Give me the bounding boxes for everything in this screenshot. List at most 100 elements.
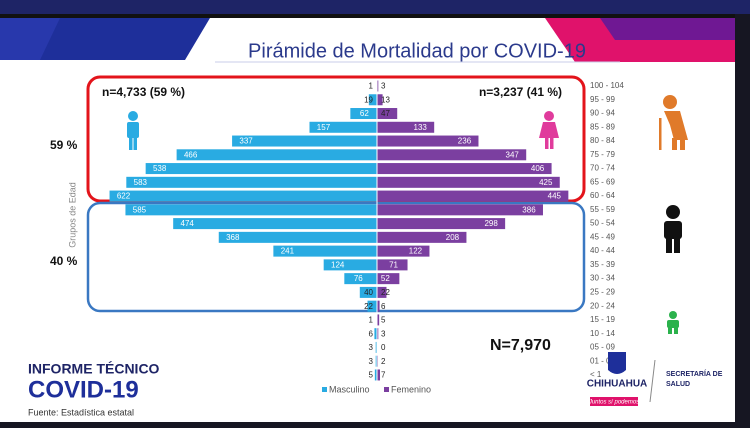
department: SALUD (666, 381, 690, 388)
data-label: 7 (381, 371, 386, 380)
report-title: INFORME TÉCNICO (28, 361, 160, 377)
right-frame (735, 14, 750, 428)
department: SECRETARÍA DE (666, 369, 723, 378)
data-label: 40 (364, 288, 373, 297)
y-tick-label: 50 - 54 (590, 219, 615, 228)
data-label: 466 (184, 150, 198, 159)
data-label: 3 (381, 329, 386, 338)
data-label: 52 (381, 274, 390, 283)
top-line (0, 14, 750, 18)
data-label: 425 (539, 178, 553, 187)
bar (126, 177, 377, 188)
y-tick-label: 65 - 69 (590, 177, 615, 186)
y-tick-label: 10 - 14 (590, 329, 615, 338)
y-tick-label: 40 - 44 (590, 246, 615, 255)
bar (146, 163, 377, 174)
data-label: 445 (548, 192, 562, 201)
data-label: 622 (117, 192, 131, 201)
data-label: 538 (153, 164, 167, 173)
annotation: 59 % (50, 138, 78, 152)
y-tick-label: 95 - 99 (590, 95, 615, 104)
bar (377, 163, 552, 174)
data-label: 5 (369, 371, 374, 380)
data-label: 585 (133, 205, 147, 214)
annotation: n=3,237 (41 %) (479, 85, 562, 99)
annotation: N=7,970 (490, 337, 551, 354)
data-label: 6 (369, 329, 374, 338)
corner-shape (600, 18, 735, 40)
legend-label: Femenino (391, 384, 431, 394)
annotation: 40 % (50, 254, 78, 268)
data-label: 236 (458, 137, 472, 146)
data-label: 386 (522, 205, 536, 214)
bar (377, 149, 526, 160)
data-label: 474 (181, 219, 195, 228)
data-label: 13 (381, 95, 390, 104)
y-tick-label: 30 - 34 (590, 274, 615, 283)
data-label: 347 (506, 150, 520, 159)
data-label: 3 (381, 82, 386, 91)
source: Fuente: Estadística estatal (28, 407, 134, 417)
axis-label: Grupos de Edad (67, 182, 77, 248)
annotation: n=4,733 (59 %) (102, 85, 185, 99)
data-label: 71 (389, 260, 398, 269)
data-label: 19 (364, 95, 373, 104)
y-tick-label: 45 - 49 (590, 232, 615, 241)
y-tick-label: 20 - 24 (590, 301, 615, 310)
y-tick-label: 60 - 64 (590, 191, 615, 200)
data-label: 133 (414, 123, 428, 132)
data-label: 406 (531, 164, 545, 173)
data-label: 337 (239, 137, 253, 146)
bar (110, 191, 377, 202)
y-tick-label: 70 - 74 (590, 164, 615, 173)
data-label: 298 (484, 219, 498, 228)
logo-shield (608, 352, 626, 374)
data-label: 122 (409, 247, 423, 256)
bar (377, 204, 543, 215)
data-label: 76 (354, 274, 363, 283)
bar (177, 149, 377, 160)
bar (232, 136, 377, 147)
y-tick-label: 15 - 19 (590, 315, 615, 324)
data-label: 6 (381, 302, 386, 311)
y-tick-label: 85 - 89 (590, 122, 615, 131)
data-label: 368 (226, 233, 240, 242)
data-label: 157 (317, 123, 331, 132)
data-label: 62 (360, 109, 369, 118)
data-label: 22 (381, 288, 390, 297)
top-bar (0, 0, 750, 14)
legend-swatch (384, 387, 389, 392)
chart-title: Pirámide de Mortalidad por COVID-19 (248, 40, 586, 62)
y-tick-label: 55 - 59 (590, 205, 615, 214)
bar (173, 218, 377, 229)
bar (377, 177, 560, 188)
data-label: 5 (381, 316, 386, 325)
y-tick-label: 75 - 79 (590, 150, 615, 159)
logo-tagline: Juntos sí podemos (588, 400, 639, 406)
legend-swatch (322, 387, 327, 392)
data-label: 124 (331, 260, 345, 269)
data-label: 3 (369, 357, 374, 366)
data-label: 22 (364, 302, 373, 311)
data-label: 1 (369, 82, 374, 91)
bar (125, 204, 377, 215)
y-tick-label: 90 - 94 (590, 109, 615, 118)
data-label: 241 (281, 247, 295, 256)
data-label: 2 (381, 357, 386, 366)
data-label: 47 (381, 109, 390, 118)
legend-label: Masculino (329, 384, 370, 394)
bottom-frame (0, 422, 750, 428)
report-subtitle: COVID-19 (28, 376, 139, 403)
logo-text: CHIHUAHUA (587, 379, 648, 390)
y-tick-label: 35 - 39 (590, 260, 615, 269)
bar (377, 191, 568, 202)
bar (219, 232, 377, 243)
data-label: 208 (446, 233, 460, 242)
data-label: 3 (369, 343, 374, 352)
data-label: 583 (134, 178, 148, 187)
data-label: 0 (381, 343, 386, 352)
y-tick-label: 05 - 09 (590, 343, 615, 352)
y-tick-label: 25 - 29 (590, 288, 615, 297)
y-tick-label: 100 - 104 (590, 81, 624, 90)
y-tick-label: 80 - 84 (590, 136, 615, 145)
